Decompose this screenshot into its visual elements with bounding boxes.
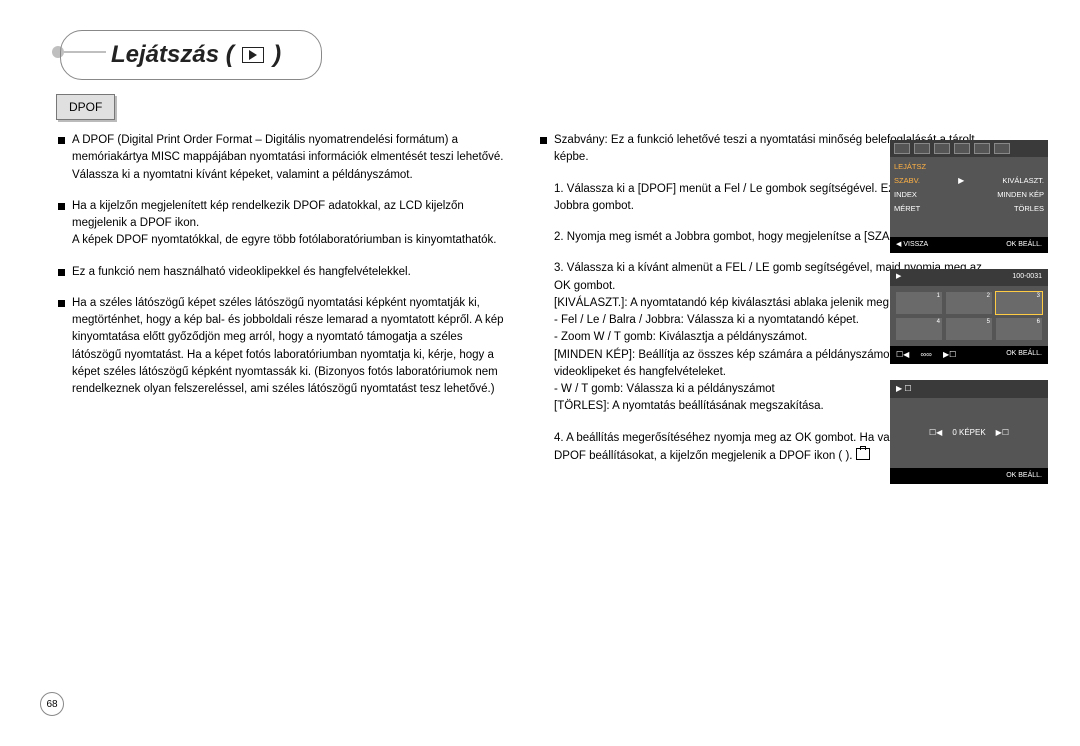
lcd3-footer: OK BEÁLL. xyxy=(890,468,1048,485)
left-arrow-icon: ☐◀ xyxy=(929,427,942,439)
k6b: : A nyomtatás beállításának megszakítása… xyxy=(606,400,823,412)
k1a: [KIVÁLASZT.] xyxy=(554,297,624,309)
lcd-body: LEJÁTSZ SZABV. ▶ KIVÁLASZT. INDEX MINDEN… xyxy=(890,157,1048,237)
manual-page: Lejátszás ( ) DPOF A DPOF (Digital Print… xyxy=(0,0,1080,746)
thumb-cell: 5 xyxy=(946,318,992,340)
k5b: : Válassza ki a példányszámot xyxy=(620,383,775,395)
thumb-cell: 4 xyxy=(896,318,942,340)
lcd2-topL: ▶ xyxy=(896,272,901,283)
lcd-r: TÖRLES xyxy=(1014,203,1044,214)
left-p2a: Ha a kijelzőn megjelenített kép rendelke… xyxy=(72,200,464,229)
title-suffix: ) xyxy=(273,41,281,68)
lcd3-body: ☐◀ 0 KÉPEK ▶☐ xyxy=(890,398,1048,468)
page-title: Lejátszás ( ) xyxy=(60,30,322,80)
lcd-mockups: LEJÁTSZ SZABV. ▶ KIVÁLASZT. INDEX MINDEN… xyxy=(890,140,1048,484)
play-icon xyxy=(242,47,264,63)
lcd-all: ▶ ☐ ☐◀ 0 KÉPEK ▶☐ OK BEÁLL. xyxy=(890,380,1048,485)
page-header: Lejátszás ( ) xyxy=(60,30,1040,80)
left-p2b: A képek DPOF nyomtatókkal, de egyre több… xyxy=(72,234,496,246)
lcd-select: ▶ 100-0031 1 2 3 4 5 6 ☐◀ ∞∞ ▶☐ OK BEÁLL… xyxy=(890,269,1048,364)
left-column: A DPOF (Digital Print Order Format – Dig… xyxy=(58,132,508,479)
lcd2-top: ▶ 100-0031 xyxy=(890,269,1048,286)
lcd-tab xyxy=(934,143,950,154)
k3b: : Kiválasztja a példányszámot. xyxy=(653,331,808,343)
lcd-l: INDEX xyxy=(894,189,917,200)
lcd-tab xyxy=(994,143,1010,154)
lcd-tab xyxy=(954,143,970,154)
lcd-r: KIVÁLASZT. xyxy=(1002,175,1044,187)
lcd3-top: ▶ ☐ xyxy=(890,380,1048,398)
play-small-icon: ▶ ☐ xyxy=(896,383,912,395)
lcd-title: LEJÁTSZ xyxy=(894,159,1044,174)
lcd-tab xyxy=(974,143,990,154)
k2b: : Válassza ki a nyomtatandó képet. xyxy=(681,314,859,326)
page-number: 68 xyxy=(40,692,64,716)
lcd2-grid: 1 2 3 4 5 6 xyxy=(890,286,1048,346)
lcd2-footL: ☐◀ ∞∞ ▶☐ xyxy=(896,349,956,361)
lcd2-footR: OK BEÁLL. xyxy=(1006,349,1042,361)
thumb-cell: 2 xyxy=(946,292,992,314)
lcd2-footer: ☐◀ ∞∞ ▶☐ OK BEÁLL. xyxy=(890,346,1048,364)
title-prefix: Lejátszás ( xyxy=(111,41,240,68)
lcd-row: SZABV. ▶ KIVÁLASZT. xyxy=(894,174,1044,188)
right-arrow-icon: ▶☐ xyxy=(996,427,1009,439)
lcd-footer-l: ◀ VISSZA xyxy=(896,240,928,251)
lcd-menu: LEJÁTSZ SZABV. ▶ KIVÁLASZT. INDEX MINDEN… xyxy=(890,140,1048,253)
lcd-l: MÉRET xyxy=(894,203,920,214)
lcd-footer-r: OK BEÁLL. xyxy=(1006,240,1042,251)
lcd-footer: ◀ VISSZA OK BEÁLL. xyxy=(890,237,1048,254)
k3a: - Zoom W / T gomb xyxy=(554,331,653,343)
lcd-tab xyxy=(914,143,930,154)
left-para-3: Ez a funkció nem használható videoklipek… xyxy=(58,264,508,281)
dpof-icon xyxy=(856,448,870,460)
lcd-r: MINDEN KÉP xyxy=(997,189,1044,200)
lcd-tabs xyxy=(890,140,1048,157)
k1b: : A nyomtatandó kép kiválasztási ablaka … xyxy=(624,297,892,309)
thumb-cell: 6 xyxy=(996,318,1042,340)
k4a: [MINDEN KÉP] xyxy=(554,349,632,361)
left-para-4: Ha a széles látószögű képet széles látós… xyxy=(58,295,508,399)
lcd-l: SZABV. xyxy=(894,175,920,187)
lcd3-footR: OK BEÁLL. xyxy=(1006,471,1042,482)
left-para-1: A DPOF (Digital Print Order Format – Dig… xyxy=(58,132,508,184)
k5a: - W / T gomb xyxy=(554,383,620,395)
thumb-cell-selected: 3 xyxy=(996,292,1042,314)
left-para-2: Ha a kijelzőn megjelenített kép rendelke… xyxy=(58,198,508,250)
lcd3-center: 0 KÉPEK xyxy=(952,427,985,439)
k2a: - Fel / Le / Balra / Jobbra xyxy=(554,314,681,326)
lcd-tab xyxy=(894,143,910,154)
lcd-row: INDEX MINDEN KÉP xyxy=(894,188,1044,201)
lcd2-topR: 100-0031 xyxy=(1012,272,1042,283)
section-label: DPOF xyxy=(56,94,115,120)
k6a: [TÖRLES] xyxy=(554,400,606,412)
thumb-cell: 1 xyxy=(896,292,942,314)
lcd-row: MÉRET TÖRLES xyxy=(894,202,1044,215)
